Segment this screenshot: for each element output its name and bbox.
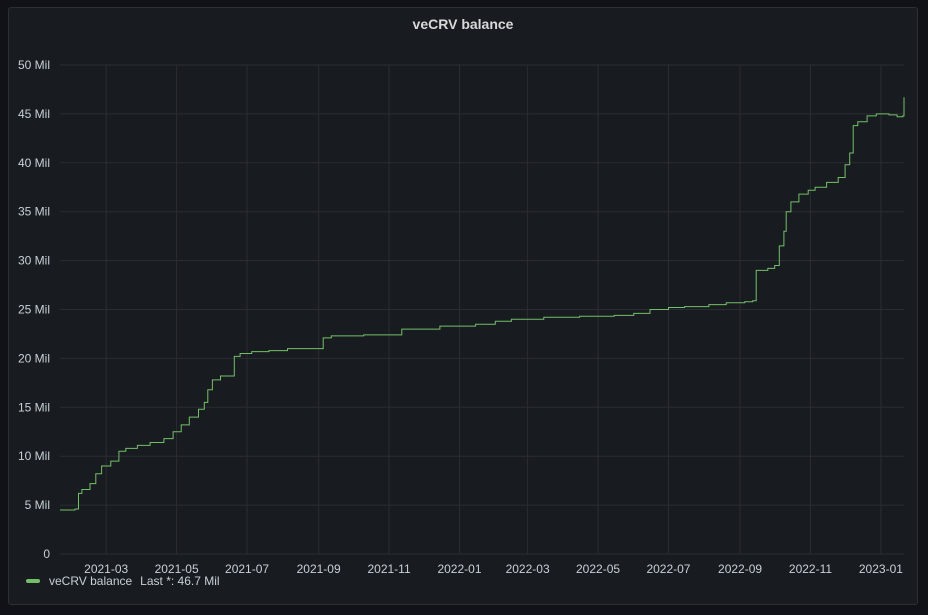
grid bbox=[60, 64, 904, 555]
y-tick-label: 5 Mil bbox=[25, 498, 50, 512]
legend-swatch bbox=[26, 579, 40, 583]
panel-title[interactable]: veCRV balance bbox=[412, 16, 514, 32]
y-tick-label: 25 Mil bbox=[18, 303, 50, 317]
y-tick-label: 30 Mil bbox=[18, 254, 50, 268]
y-tick-label: 45 Mil bbox=[18, 107, 50, 121]
x-tick-label: 2022-05 bbox=[576, 562, 620, 576]
x-axis: 2021-03 2021-05 2021-07 2021-09 2021-11 2022-… bbox=[84, 562, 903, 576]
y-axis: 0 5 Mil 10 Mil 15 Mil 20 Mil 25 Mil 30 Mil 35 M… bbox=[18, 58, 50, 561]
x-tick-label: 2021-07 bbox=[225, 562, 269, 576]
legend[interactable]: veCRV balance Last *: 46.7 Mil bbox=[26, 574, 220, 588]
x-tick-label: 2022-03 bbox=[506, 562, 550, 576]
x-tick-label: 2021-11 bbox=[367, 562, 410, 576]
y-tick-label: 20 Mil bbox=[18, 351, 50, 365]
x-tick-label: 2023-01 bbox=[859, 562, 903, 576]
legend-stat-value: 46.7 Mil bbox=[177, 574, 220, 588]
x-tick-label: 2022-07 bbox=[646, 562, 690, 576]
x-tick-label: 2022-09 bbox=[718, 562, 762, 576]
y-tick-label: 40 Mil bbox=[18, 156, 50, 170]
y-tick-label: 0 bbox=[43, 547, 50, 561]
x-tick-label: 2021-05 bbox=[155, 562, 199, 576]
y-tick-label: 50 Mil bbox=[18, 58, 50, 72]
x-tick-label: 2022-11 bbox=[789, 562, 832, 576]
x-tick-label: 2022-01 bbox=[437, 562, 481, 576]
y-tick-label: 10 Mil bbox=[18, 449, 50, 463]
x-tick-label: 2021-09 bbox=[297, 562, 341, 576]
x-tick-label: 2021-03 bbox=[84, 562, 128, 576]
legend-series-name[interactable]: veCRV balance bbox=[49, 574, 133, 588]
y-tick-label: 15 Mil bbox=[18, 400, 50, 414]
legend-stat-label: Last *: bbox=[140, 574, 175, 588]
series-layer bbox=[60, 97, 905, 511]
y-tick-label: 35 Mil bbox=[18, 205, 50, 219]
series-line-vecrv-balance[interactable] bbox=[60, 97, 905, 511]
